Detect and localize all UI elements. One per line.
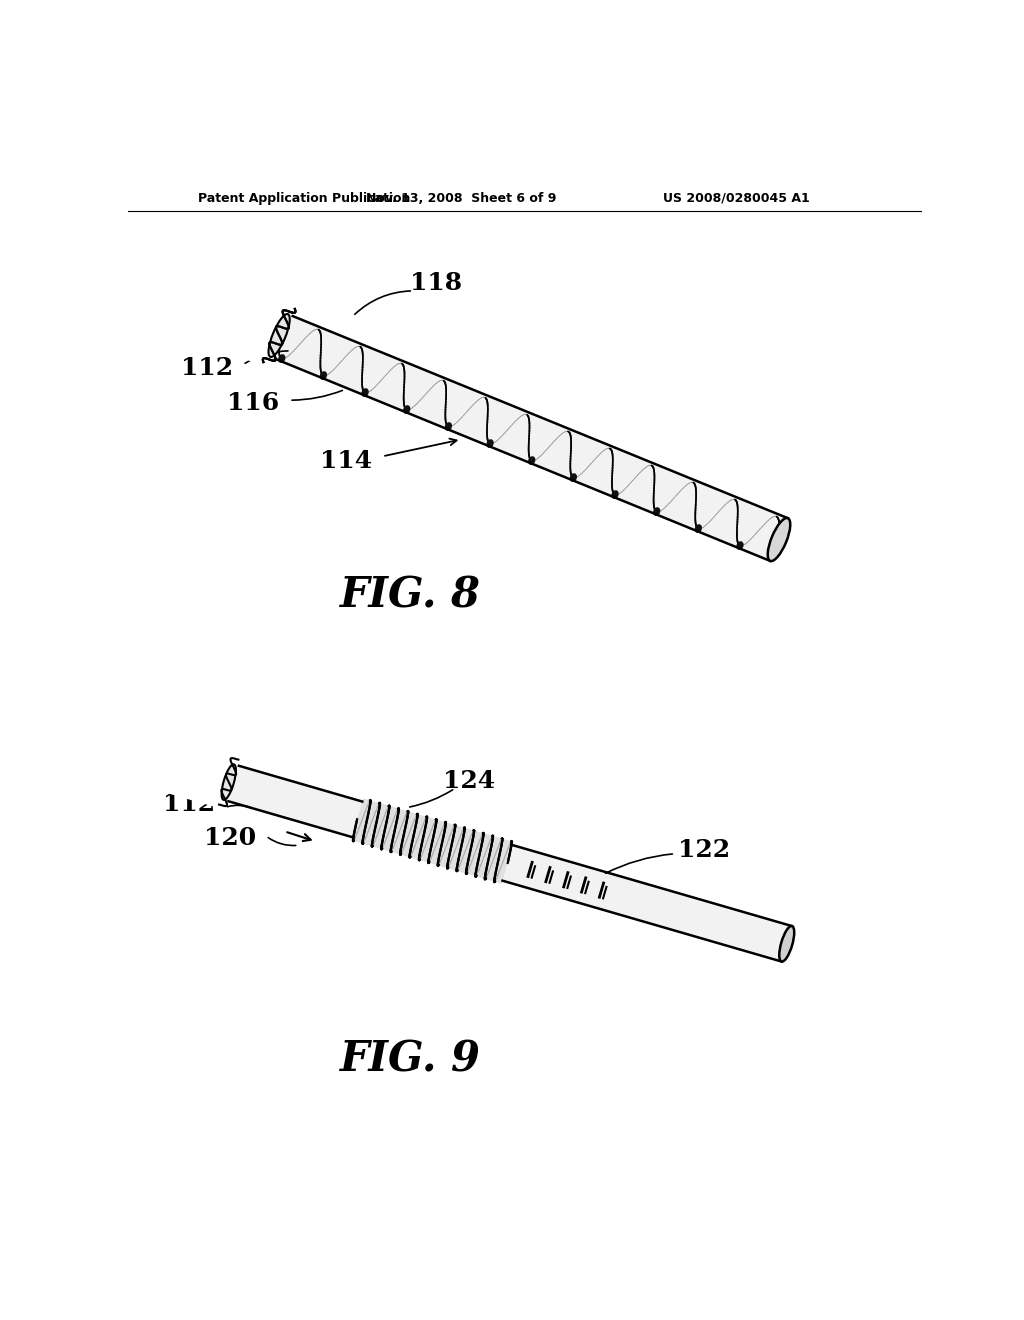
Text: 122: 122 [678, 838, 730, 862]
Polygon shape [223, 764, 792, 961]
Ellipse shape [403, 405, 411, 414]
Ellipse shape [268, 314, 290, 356]
Ellipse shape [736, 541, 743, 550]
Polygon shape [351, 799, 514, 884]
Ellipse shape [361, 388, 369, 397]
Text: Nov. 13, 2008  Sheet 6 of 9: Nov. 13, 2008 Sheet 6 of 9 [366, 191, 556, 205]
Ellipse shape [444, 422, 452, 430]
Polygon shape [209, 280, 296, 370]
Ellipse shape [768, 517, 791, 561]
Text: Patent Application Publication: Patent Application Publication [198, 191, 411, 205]
Ellipse shape [653, 507, 660, 516]
Ellipse shape [319, 371, 327, 380]
Text: 120: 120 [204, 825, 256, 850]
Ellipse shape [221, 764, 236, 800]
Polygon shape [162, 738, 241, 809]
Ellipse shape [486, 440, 494, 447]
Text: FIG. 8: FIG. 8 [340, 574, 481, 616]
Ellipse shape [569, 473, 577, 482]
Ellipse shape [611, 490, 618, 499]
Text: 114: 114 [319, 449, 372, 473]
Text: US 2008/0280045 A1: US 2008/0280045 A1 [663, 191, 810, 205]
Ellipse shape [279, 354, 286, 363]
Text: 124: 124 [443, 768, 495, 792]
Ellipse shape [528, 457, 536, 465]
Text: 112: 112 [180, 356, 232, 380]
Ellipse shape [694, 524, 702, 533]
Text: FIG. 9: FIG. 9 [340, 1039, 481, 1080]
Text: 118: 118 [411, 271, 463, 296]
Text: 112: 112 [163, 792, 215, 816]
Ellipse shape [779, 927, 795, 961]
Text: 116: 116 [227, 391, 280, 416]
Polygon shape [270, 314, 787, 561]
